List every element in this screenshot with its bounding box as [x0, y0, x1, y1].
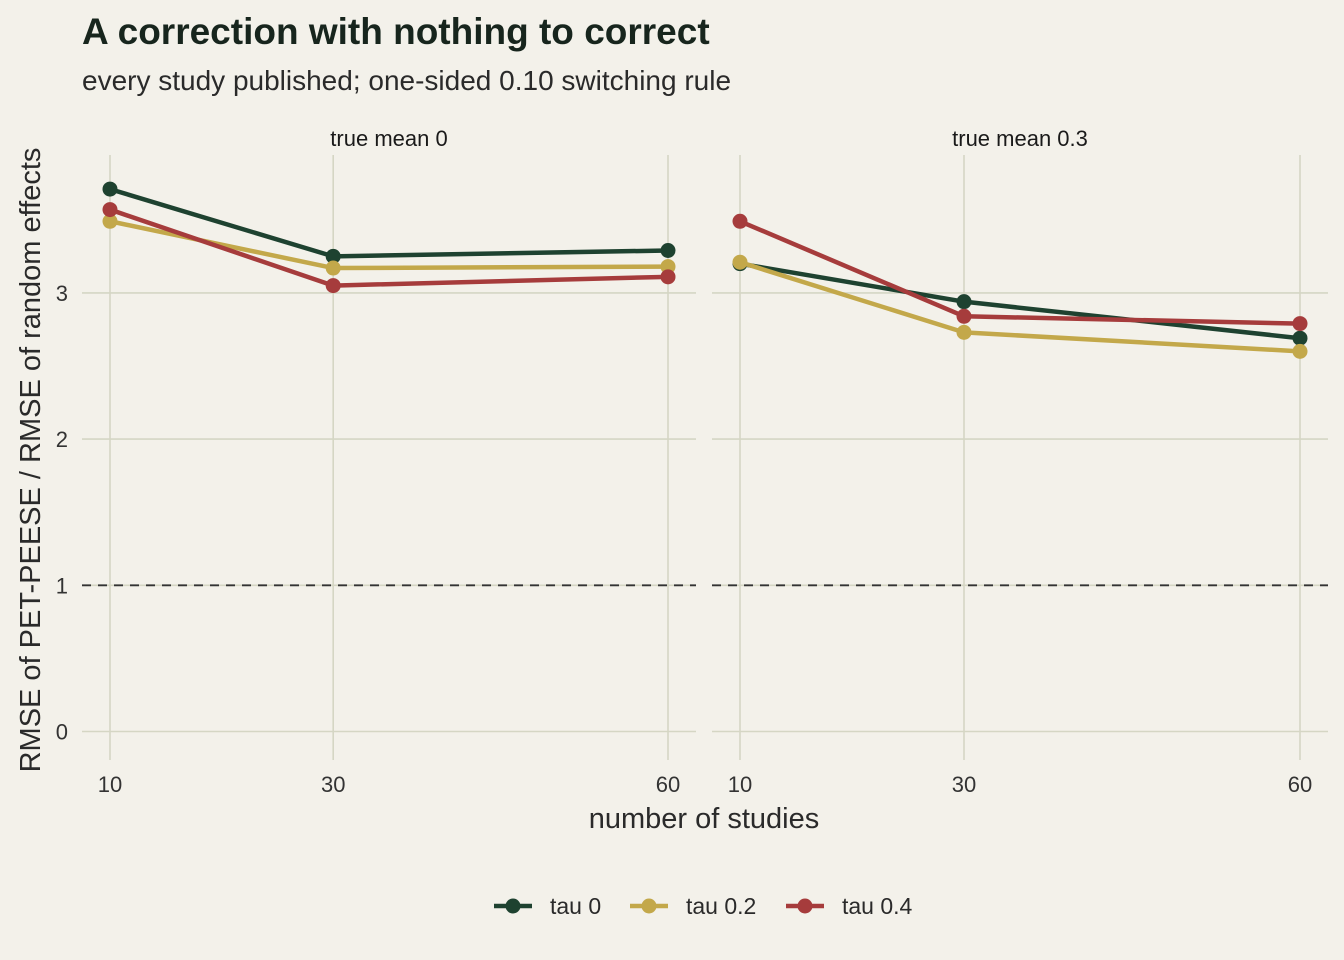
data-point: [1292, 343, 1308, 359]
legend-marker: [641, 898, 657, 914]
series-tau-0: [732, 256, 1308, 346]
legend-label: tau 0: [550, 893, 601, 919]
series-tau-0-4: [102, 202, 676, 294]
data-point: [325, 260, 341, 276]
x-tick-label: 60: [656, 772, 680, 797]
legend-marker: [797, 898, 813, 914]
legend: tau 0 tau 0.2 tau 0.4: [494, 893, 913, 919]
series-tau-0-2: [732, 254, 1308, 359]
legend-label: tau 0.4: [842, 893, 913, 919]
data-point: [102, 181, 118, 197]
series-tau-0: [102, 181, 676, 264]
legend-item: tau 0: [494, 893, 601, 919]
y-tick-label: 0: [56, 720, 68, 745]
legend-marker: [505, 898, 521, 914]
data-point: [1292, 316, 1308, 332]
y-tick-label: 3: [56, 281, 68, 306]
chart-title: A correction with nothing to correct: [82, 11, 710, 52]
series-line: [109, 207, 669, 288]
series-line: [739, 261, 1301, 341]
series-line: [109, 219, 669, 271]
chart-subtitle: every study published; one-sided 0.10 sw…: [82, 65, 731, 96]
y-tick-label: 1: [56, 573, 68, 598]
data-point: [660, 269, 676, 285]
data-point: [102, 202, 118, 218]
data-point: [732, 254, 748, 270]
y-tick-label: 2: [56, 427, 68, 452]
data-point: [956, 324, 972, 340]
x-tick-label: 10: [728, 772, 752, 797]
panel-label: true mean 0.3: [952, 126, 1088, 151]
x-tick-label: 60: [1288, 772, 1312, 797]
series-tau-0-4: [732, 213, 1308, 332]
data-point: [325, 278, 341, 294]
data-point: [732, 213, 748, 229]
panels: true mean 0 10 30 60 true mean 0.3 10 30 60 0 1 2 3: [56, 126, 1328, 797]
panel-1: true mean 0 10 30 60: [82, 126, 696, 797]
y-axis-title: RMSE of PET-PEESE / RMSE of random effec…: [15, 148, 47, 773]
data-point: [660, 243, 676, 259]
series-line: [109, 186, 669, 259]
legend-item: tau 0.2: [630, 893, 756, 919]
legend-label: tau 0.2: [686, 893, 756, 919]
panel-2: true mean 0.3 10 30 60: [712, 126, 1328, 797]
data-point: [1292, 330, 1308, 346]
x-tick-label: 10: [98, 772, 122, 797]
panel-label: true mean 0: [330, 126, 447, 151]
data-point: [325, 248, 341, 264]
series-tau-0-2: [102, 213, 676, 276]
x-axis-title: number of studies: [589, 803, 820, 835]
x-tick-label: 30: [321, 772, 345, 797]
x-tick-label: 30: [952, 772, 976, 797]
legend-item: tau 0.4: [786, 893, 913, 919]
data-point: [956, 294, 972, 310]
data-point: [102, 213, 118, 229]
data-point: [956, 308, 972, 324]
